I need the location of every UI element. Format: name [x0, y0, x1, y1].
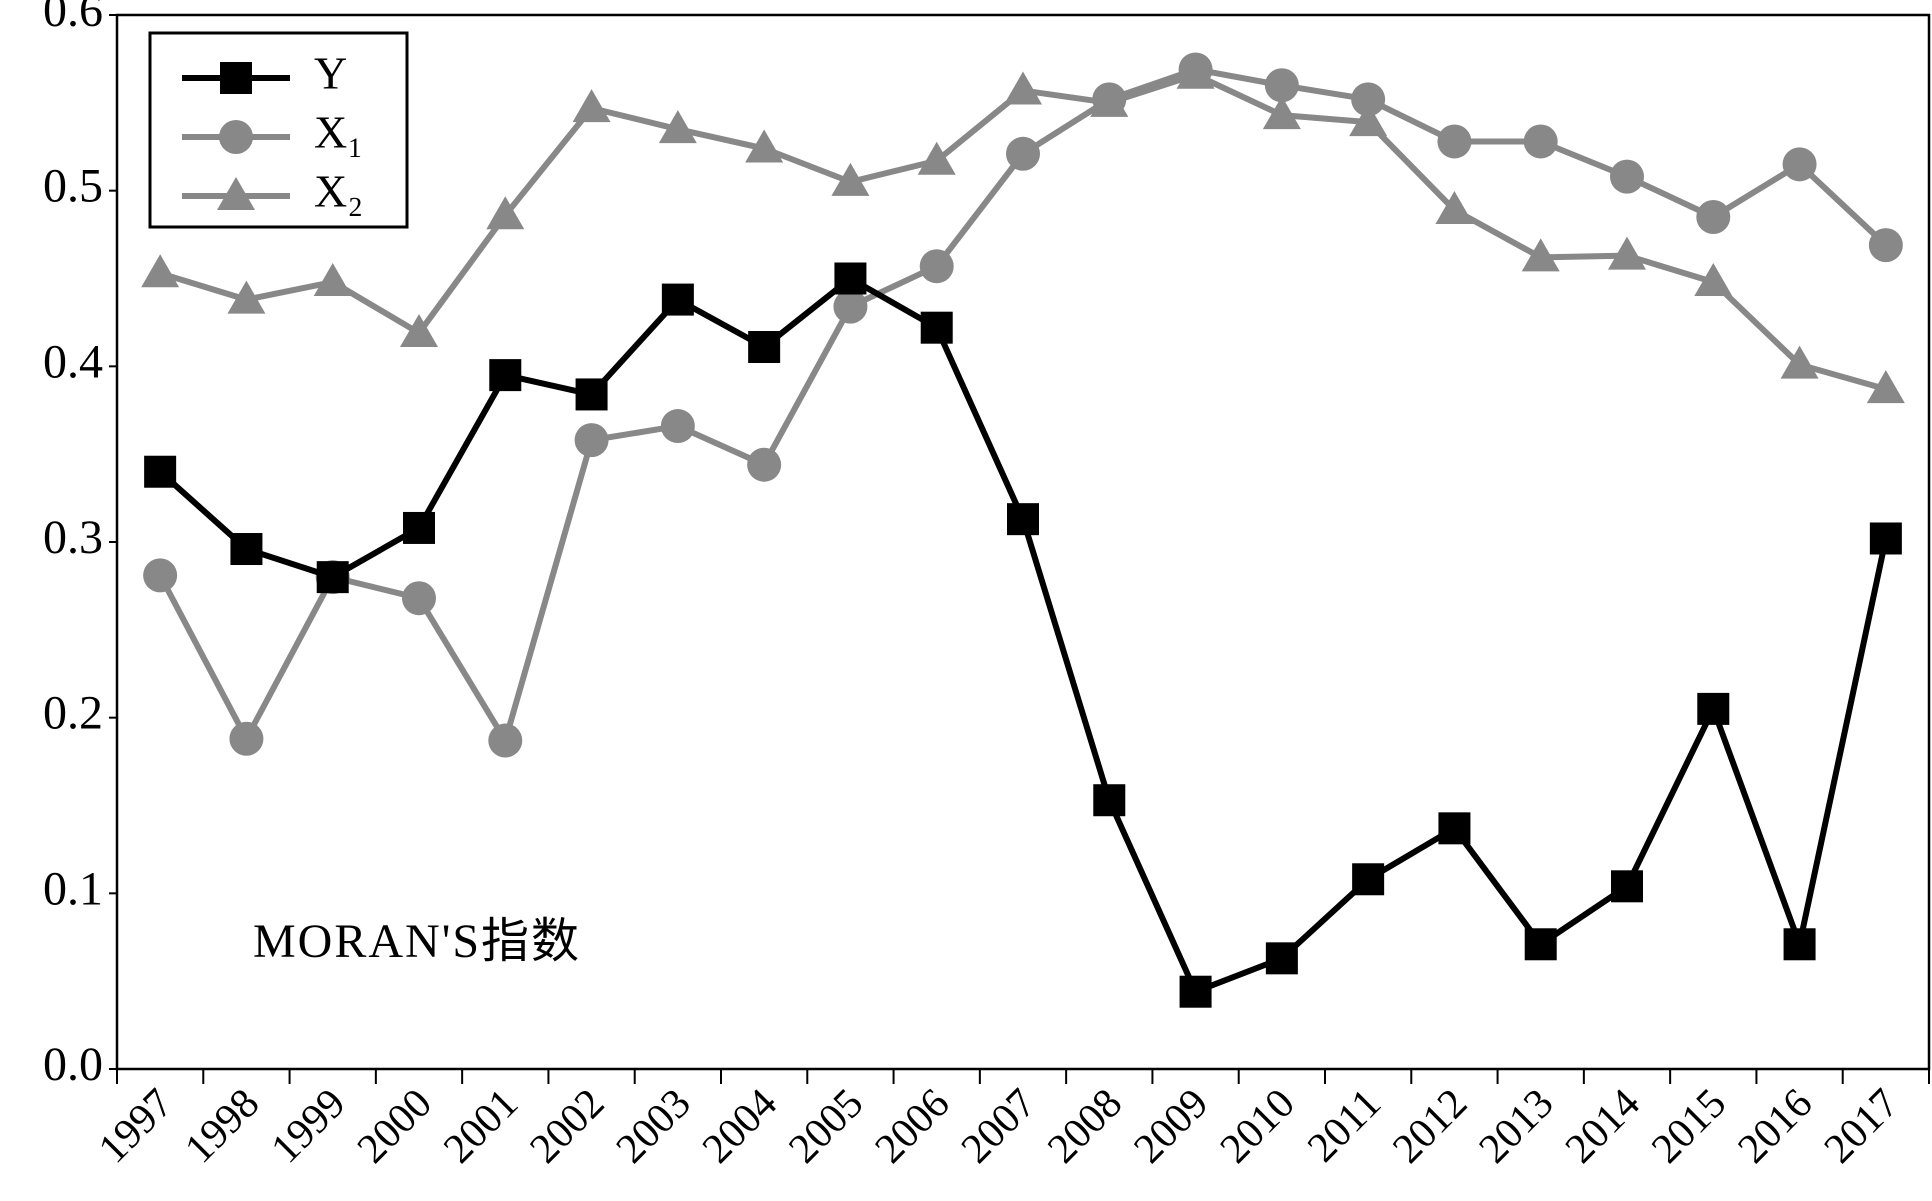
legend-label: Y — [314, 48, 347, 99]
marker-circle — [1523, 124, 1558, 159]
marker-square — [1265, 942, 1298, 975]
marker-square — [1438, 812, 1471, 845]
marker-triangle — [1866, 370, 1905, 404]
marker-square — [1869, 522, 1902, 555]
x-tick-label: 2007 — [953, 1080, 1045, 1172]
marker-triangle — [831, 162, 870, 196]
marker-square — [1007, 503, 1039, 536]
marker-circle — [488, 723, 523, 758]
marker-square — [230, 533, 263, 566]
x-tick-label: 2005 — [780, 1080, 872, 1172]
marker-square — [575, 378, 608, 411]
x-tick-label: 2008 — [1039, 1080, 1131, 1172]
marker-square — [1524, 928, 1557, 961]
x-tick-label: 1997 — [90, 1080, 182, 1172]
x-tick-label: 2013 — [1471, 1080, 1563, 1172]
x-tick-label: 2009 — [1126, 1080, 1218, 1172]
marker-circle — [1782, 147, 1817, 182]
marker-square — [661, 283, 694, 316]
legend-label: X₂ — [314, 166, 363, 217]
marker-square — [834, 262, 867, 295]
marker-circle — [1092, 82, 1127, 117]
marker-triangle — [658, 110, 697, 144]
x-tick-label: 1998 — [176, 1080, 268, 1172]
marker-square — [1093, 784, 1126, 817]
x-tick-label: 2001 — [435, 1080, 527, 1172]
marker-circle — [1610, 159, 1644, 194]
marker-triangle — [1435, 190, 1474, 224]
x-tick-label: 2017 — [1816, 1080, 1908, 1172]
marker-square — [1611, 870, 1643, 903]
marker-triangle — [141, 254, 180, 288]
marker-triangle — [1608, 236, 1646, 270]
marker-square — [1783, 928, 1816, 961]
legend: Y X₁ X₂ — [148, 31, 409, 229]
marker-square — [748, 331, 781, 364]
x-tick-label: 2014 — [1557, 1080, 1649, 1172]
marker-circle — [574, 423, 609, 458]
x-tick-label: 2002 — [522, 1080, 614, 1172]
x-tick-label: 1999 — [263, 1080, 355, 1172]
x-tick-label: 2012 — [1384, 1080, 1476, 1172]
marker-square — [403, 511, 435, 544]
y-tick-label: 0.2 — [43, 687, 103, 740]
y-tick-label: 0.0 — [43, 1038, 103, 1091]
marker-circle — [143, 558, 178, 593]
marker-square — [1352, 863, 1385, 896]
marker-circle — [1437, 124, 1472, 159]
marker-square — [316, 561, 349, 594]
marker-square — [1697, 692, 1730, 725]
marker-triangle — [486, 196, 525, 230]
x-tick-label: 2011 — [1299, 1080, 1390, 1171]
marker-triangle — [1780, 345, 1819, 379]
y-tick-label: 0.6 — [43, 0, 103, 37]
marker-circle — [1868, 228, 1903, 263]
marker-triangle — [1262, 96, 1301, 130]
marker-circle — [1264, 68, 1299, 103]
y-tick-label: 0.5 — [43, 160, 103, 213]
x-tick-label: 2006 — [867, 1080, 959, 1172]
marker-triangle — [217, 177, 255, 210]
x-tick-label: 2004 — [694, 1080, 786, 1172]
marker-circle — [747, 447, 782, 482]
x-tick-label: 2000 — [349, 1080, 441, 1172]
marker-square — [489, 359, 522, 392]
marker-triangle — [1349, 103, 1388, 137]
annotation: MORAN'S指数 — [253, 915, 581, 968]
marker-circle — [1351, 82, 1386, 117]
marker-triangle — [1694, 263, 1733, 297]
marker-triangle — [227, 280, 266, 314]
y-tick-label: 0.4 — [43, 335, 103, 388]
marker-triangle — [1521, 238, 1560, 272]
marker-circle — [660, 409, 695, 444]
marker-triangle — [400, 313, 438, 347]
x-tick-label: 2010 — [1212, 1080, 1304, 1172]
legend-label: X₁ — [314, 107, 363, 158]
marker-circle — [219, 120, 253, 154]
marker-circle — [402, 581, 436, 616]
x-tick-label: 2015 — [1643, 1080, 1735, 1172]
marker-square — [1179, 975, 1212, 1008]
x-tick-label: 2003 — [608, 1080, 700, 1172]
y-tick-label: 0.3 — [43, 511, 103, 564]
marker-triangle — [917, 141, 956, 175]
marker-triangle — [745, 129, 784, 163]
marker-triangle — [1004, 71, 1042, 105]
marker-circle — [1696, 200, 1731, 235]
marker-circle — [833, 289, 868, 324]
marker-square — [144, 455, 177, 488]
marker-triangle — [313, 263, 352, 297]
marker-triangle — [572, 89, 611, 123]
marker-circle — [1178, 52, 1213, 87]
y-tick-label: 0.1 — [43, 862, 103, 915]
x-tick-label: 2016 — [1730, 1080, 1822, 1172]
marker-square — [920, 311, 953, 344]
marker-square — [220, 62, 252, 94]
marker-circle — [919, 249, 954, 284]
marker-circle — [1006, 136, 1040, 171]
marker-circle — [229, 721, 264, 756]
